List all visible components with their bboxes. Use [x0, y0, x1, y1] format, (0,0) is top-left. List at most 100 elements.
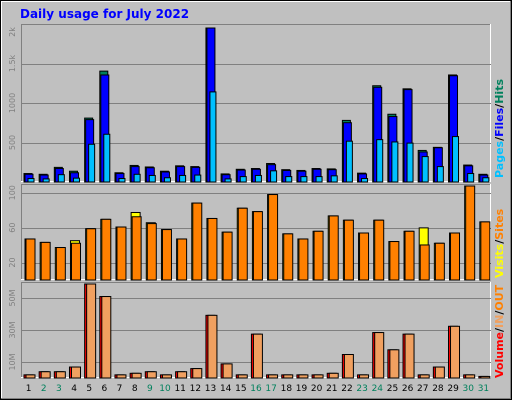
pages-bar [42, 178, 50, 183]
volume-out-bar [480, 375, 491, 379]
volume-out-bar [450, 325, 461, 379]
x-axis-day-label: 30 [463, 384, 475, 394]
volume-out-bar [177, 371, 188, 379]
sites-bar [480, 221, 491, 281]
pages-bar [88, 143, 96, 183]
panel-3-ytick-label: 10M [8, 353, 17, 370]
volume-out-bar [419, 374, 430, 379]
panel-1-ytick-label: 500 [8, 135, 17, 150]
pages-bar [72, 177, 80, 183]
legend-volume: Volume [493, 332, 506, 378]
x-axis-day-label: 10 [159, 384, 171, 394]
pages-bar [452, 136, 460, 183]
sites-bar [55, 247, 66, 281]
x-axis-day-label: 19 [296, 384, 308, 394]
x-axis-day-label: 9 [147, 384, 153, 394]
pages-bar [315, 176, 323, 183]
legend-in: IN [493, 315, 506, 328]
panel-1-ytick-label: 1.5k [8, 54, 17, 72]
legend-sep-5: / [493, 310, 506, 315]
x-axis-day-label: 20 [311, 384, 323, 394]
sites-bar [374, 219, 385, 281]
legend-bot: Volume/IN/OUT [493, 284, 506, 378]
sites-bar [404, 230, 415, 281]
volume-out-bar [374, 332, 385, 379]
volume-out-bar [101, 296, 112, 379]
volume-out-bar [328, 372, 339, 379]
x-axis-day-label: 21 [326, 384, 337, 394]
pages-bar [270, 170, 278, 183]
panel-2-ytick-label: 100 [8, 185, 17, 200]
x-axis-day-label: 28 [432, 384, 444, 394]
volume-out-bar [40, 371, 51, 379]
sites-bar [70, 242, 81, 281]
pages-bar [179, 174, 187, 183]
legend-files: Files [493, 107, 506, 137]
sites-bar [177, 238, 188, 281]
volume-out-bar [434, 366, 445, 379]
svg-text:Visits/Sites: Visits/Sites [493, 208, 506, 278]
x-axis-day-label: 11 [174, 384, 185, 394]
x-axis-day-label: 31 [478, 384, 489, 394]
volume-out-bar [192, 368, 203, 379]
x-axis-labels: 1 2 3 4 5 6 7 8 9 10 11 12 13 14 15 16 17 18 19 20 21 22 23 24 2… [26, 384, 489, 394]
x-axis-day-label: 15 [235, 384, 246, 394]
x-axis-day-label: 13 [205, 384, 216, 394]
sites-bar [419, 244, 430, 281]
pages-bar [57, 174, 65, 183]
pages-bar [376, 139, 384, 183]
x-axis-day-label: 4 [71, 384, 77, 394]
sites-bar [313, 230, 324, 281]
pages-bar [27, 178, 35, 183]
sites-bar [298, 238, 309, 281]
pages-bar [103, 133, 111, 183]
legend-top: Pages/Files/Hits [493, 79, 506, 178]
pages-bar [467, 173, 475, 183]
x-axis-day-label: 12 [190, 384, 201, 394]
x-axis-day-label: 25 [387, 384, 398, 394]
pages-bar [436, 166, 444, 183]
pages-bar [482, 177, 490, 183]
x-axis-day-label: 1 [26, 384, 32, 394]
panel-2-ytick-label: 60 [8, 223, 17, 233]
legend-sep-2: / [493, 103, 506, 108]
x-axis-day-label: 8 [132, 384, 138, 394]
pages-bar [133, 173, 141, 183]
pages-bar [194, 174, 202, 183]
pages-bar [406, 142, 414, 183]
volume-out-bar [161, 374, 172, 379]
x-axis-day-label: 6 [102, 384, 108, 394]
sites-bar [192, 202, 203, 281]
panel-3-bars [23, 283, 491, 379]
pages-bar [254, 174, 262, 183]
x-axis-day-label: 7 [117, 384, 123, 394]
legend-out: OUT [493, 284, 506, 310]
legend-mid: Visits/Sites [493, 208, 506, 278]
sites-bar [40, 241, 51, 281]
svg-text:Volume/IN/OUT: Volume/IN/OUT [493, 284, 506, 378]
pages-bar [345, 140, 353, 183]
chart-title: Daily usage for July 2022 [20, 7, 189, 21]
x-axis-day-label: 3 [56, 384, 62, 394]
sites-bar [146, 223, 157, 281]
x-axis-day-label: 27 [417, 384, 428, 394]
volume-out-bar [404, 333, 415, 379]
panel-3-ytick-label: 50M [8, 289, 17, 306]
x-axis-day-label: 22 [341, 384, 352, 394]
svg-text:Pages/Files/Hits: Pages/Files/Hits [493, 79, 506, 178]
panel-2-bars [24, 185, 491, 281]
chart-panels: 500 1000 1.5k 2k 20 60 100 10M 30M 50M [8, 24, 491, 379]
sites-bar [283, 233, 294, 281]
x-axis-day-label: 23 [356, 384, 367, 394]
volume-out-bar [25, 374, 36, 379]
volume-out-bar [252, 333, 263, 379]
sites-bar [86, 228, 97, 281]
pages-bar [209, 91, 217, 183]
volume-out-bar [313, 374, 324, 379]
sites-bar [450, 232, 461, 281]
legend-pages: Pages [493, 140, 506, 178]
legend-sep-1: / [493, 136, 506, 141]
sites-bar [434, 242, 445, 281]
panel-3-ytick-label: 30M [8, 321, 17, 338]
